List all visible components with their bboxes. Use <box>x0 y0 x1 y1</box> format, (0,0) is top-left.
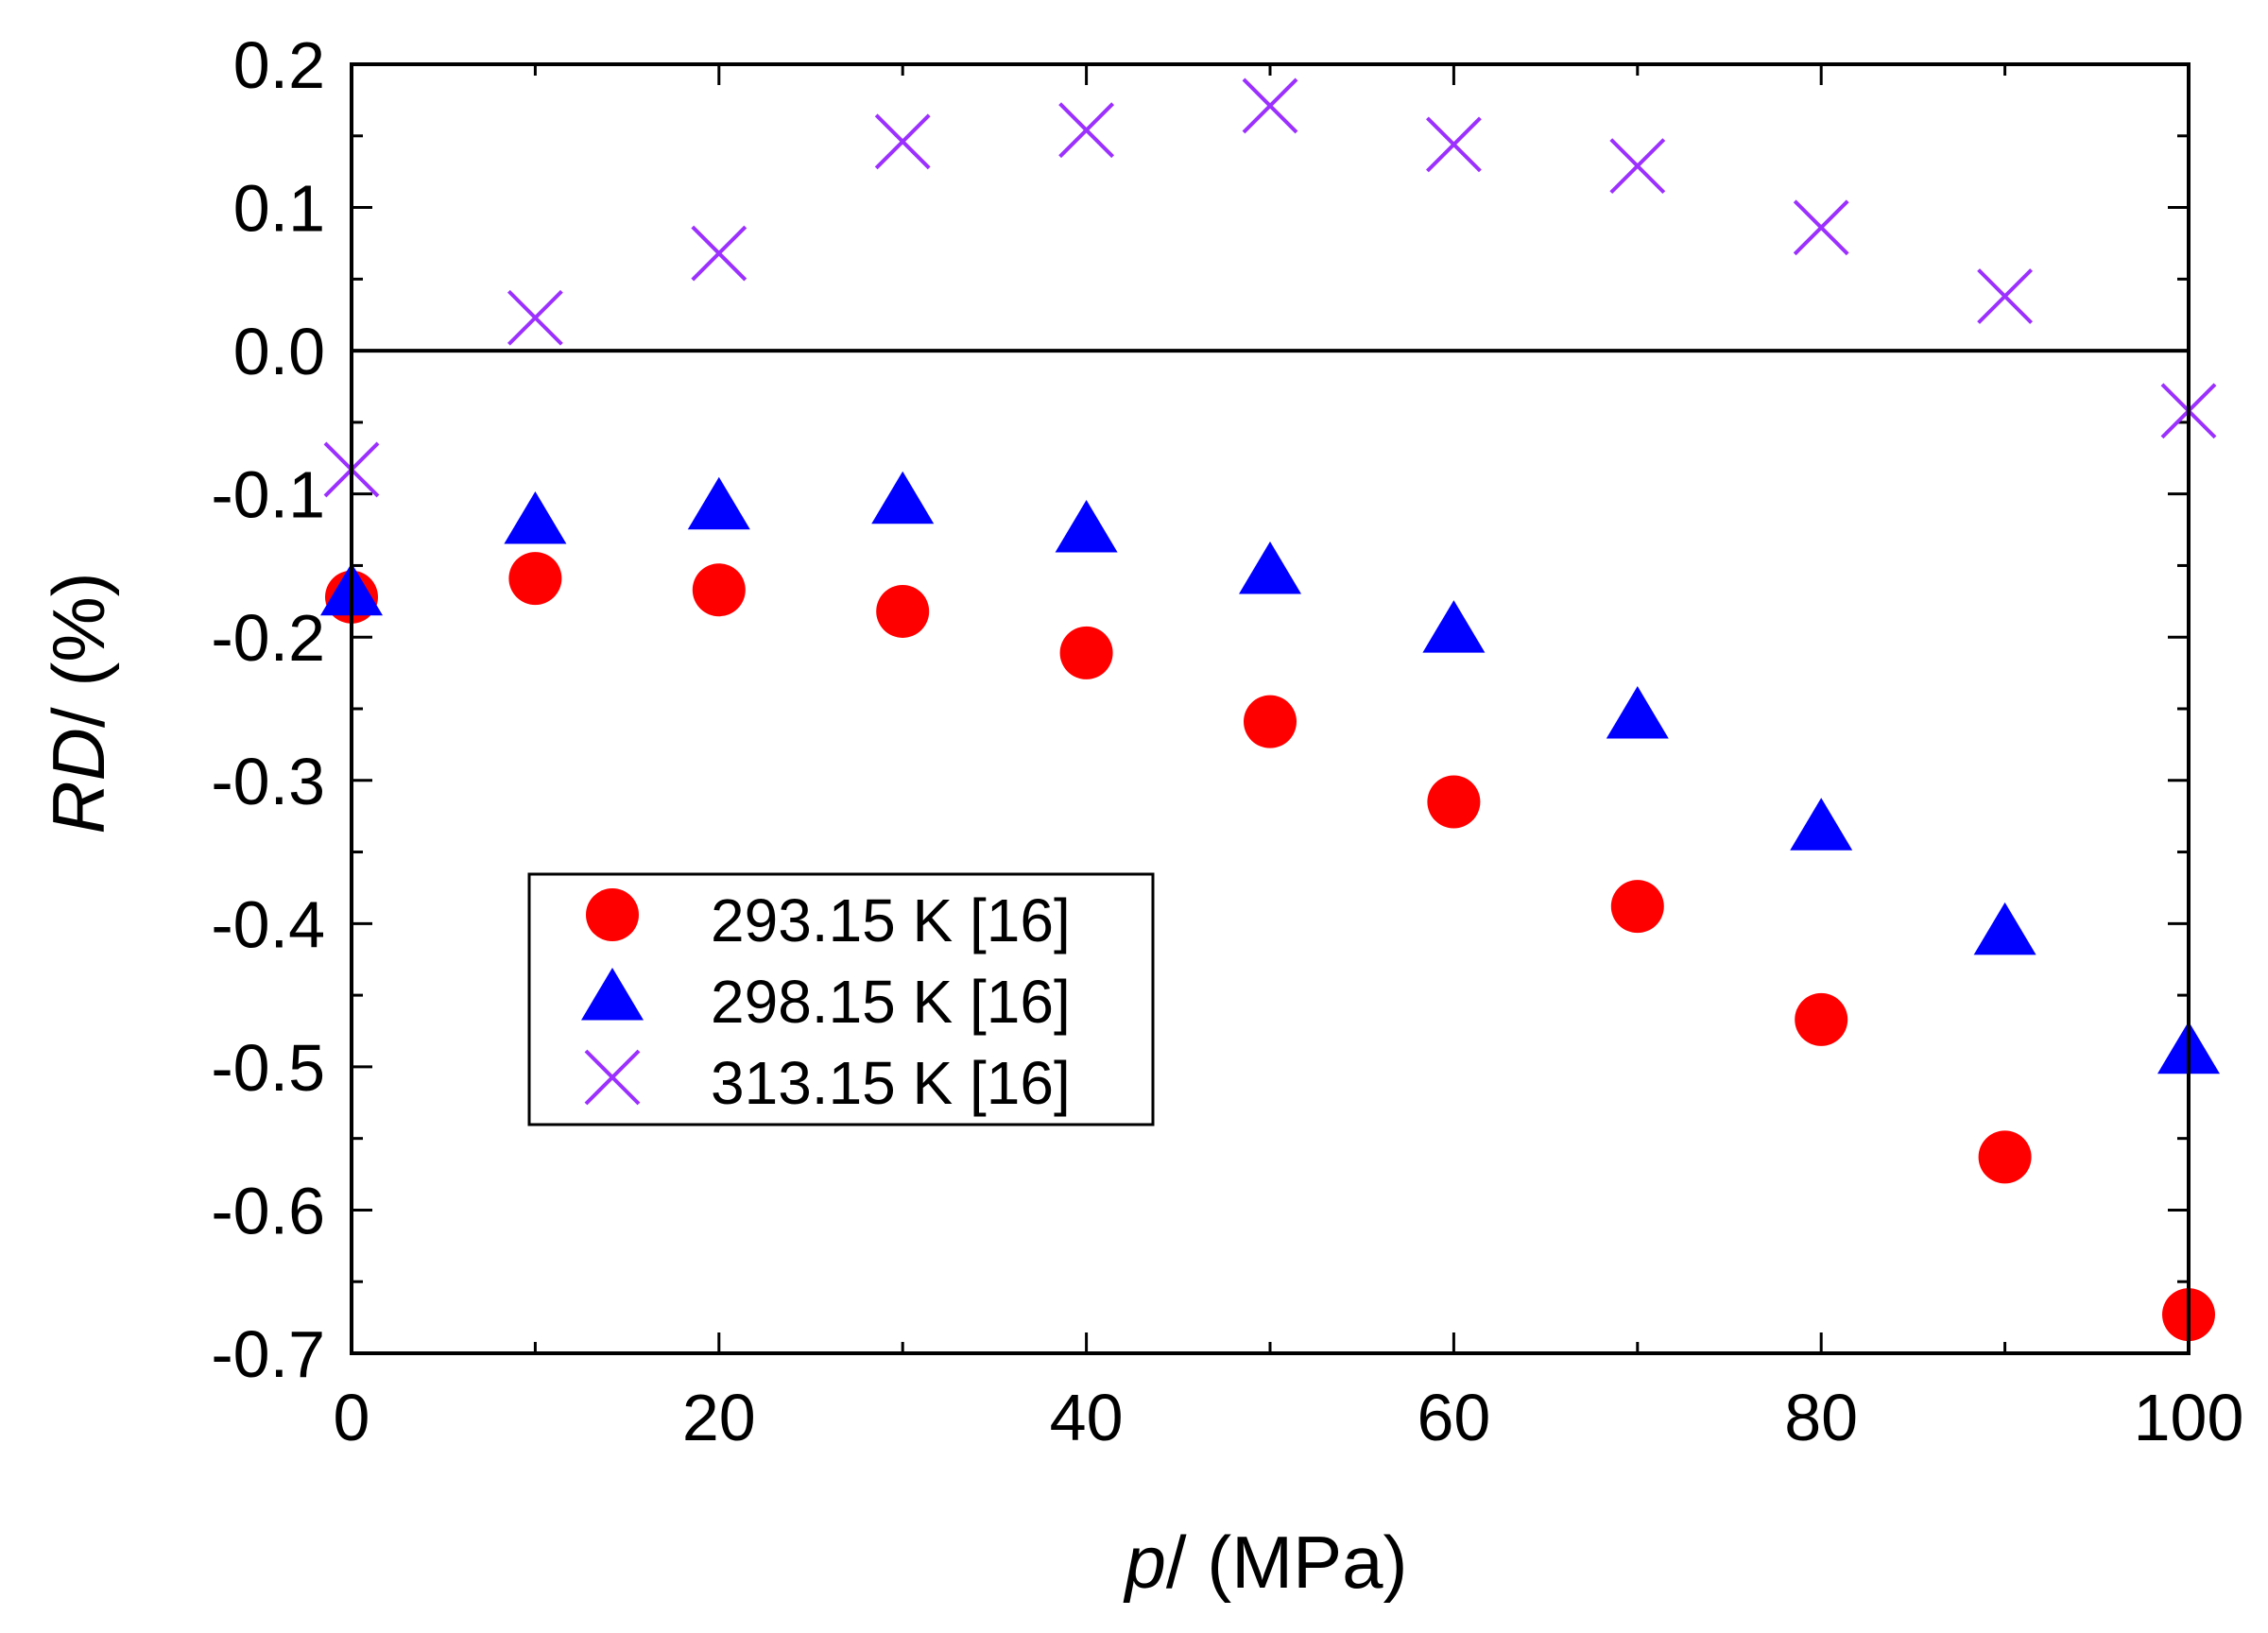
x-tick-label: 80 <box>1784 1381 1858 1454</box>
triangle-point <box>504 490 567 544</box>
y-tick-label: -0.3 <box>211 745 325 818</box>
cross-point <box>874 113 931 170</box>
y-axis-title-rest: / (%) <box>37 572 120 728</box>
y-tick-label: -0.6 <box>211 1174 325 1247</box>
plot-frame <box>350 62 2191 1355</box>
series-2 <box>323 77 2217 498</box>
circle-point <box>692 563 746 617</box>
x-tick-label: 40 <box>1050 1381 1124 1454</box>
cross-point <box>691 225 747 282</box>
legend-marker-circle <box>586 888 639 941</box>
cross-point <box>1977 268 2034 324</box>
cross-point <box>1793 199 1849 256</box>
circle-point <box>1978 1130 2032 1184</box>
y-tick-labels: 0.2 0.1 0.0 -0.1 -0.2 -0.3 -0.4 -0.5 -0.6 -0.7 <box>211 28 325 1391</box>
circle-point <box>1795 992 1848 1046</box>
y-tick-label: -0.7 <box>211 1317 325 1391</box>
legend-markers <box>581 888 644 1106</box>
cross-point <box>507 289 563 346</box>
y-tick-label: -0.2 <box>211 601 325 675</box>
y-tick-label: -0.4 <box>211 887 325 961</box>
x-axis-title: p/ (MPa) <box>1123 1521 1407 1604</box>
circle-point <box>876 584 930 638</box>
circle-point <box>1610 880 1664 934</box>
triangle-point <box>1606 686 1669 739</box>
triangle-point <box>1239 541 1301 594</box>
y-tick-label: -0.5 <box>211 1031 325 1105</box>
x-tick-labels: 0 20 40 60 80 100 <box>334 1381 2244 1454</box>
y-axis-title-italic: RD <box>37 728 120 834</box>
legend-label-298: 298.15 K [16] <box>711 968 1071 1036</box>
triangle-point <box>1790 798 1853 851</box>
y-tick-label: 0.1 <box>233 172 325 246</box>
series-1 <box>320 471 2220 1074</box>
circle-point <box>1059 626 1113 679</box>
y-tick-label: 0.0 <box>233 315 325 388</box>
legend-marker-triangle <box>581 968 644 1021</box>
y-axis-title: RD/ (%) <box>37 572 120 834</box>
x-tick-label: 20 <box>682 1381 756 1454</box>
triangle-point <box>1973 902 2036 955</box>
legend-marker-cross <box>584 1049 641 1106</box>
legend-label-293: 293.15 K [16] <box>711 886 1071 954</box>
triangle-point <box>1055 500 1118 553</box>
triangle-point <box>687 476 750 530</box>
triangle-point <box>1422 600 1486 653</box>
y-tick-label: -0.1 <box>211 458 325 532</box>
circle-point <box>1427 775 1481 829</box>
circle-point <box>508 552 562 606</box>
x-tick-label: 0 <box>334 1381 370 1454</box>
x-tick-label: 100 <box>2134 1381 2244 1454</box>
data-points <box>320 77 2220 1342</box>
x-tick-label: 60 <box>1417 1381 1490 1454</box>
cross-point <box>1609 138 1666 195</box>
triangle-point <box>871 471 935 524</box>
legend: 293.15 K [16] 298.15 K [16] 313.15 K [16… <box>527 872 1155 1126</box>
circle-point <box>1244 695 1297 748</box>
x-axis-title-rest: / (MPa) <box>1166 1521 1408 1604</box>
cross-point <box>1058 102 1115 159</box>
x-axis-title-italic: p <box>1123 1521 1165 1604</box>
cross-point <box>1242 77 1298 134</box>
legend-label-313: 313.15 K [16] <box>711 1049 1071 1117</box>
y-tick-label: 0.2 <box>233 28 325 102</box>
cross-point <box>1425 116 1482 173</box>
